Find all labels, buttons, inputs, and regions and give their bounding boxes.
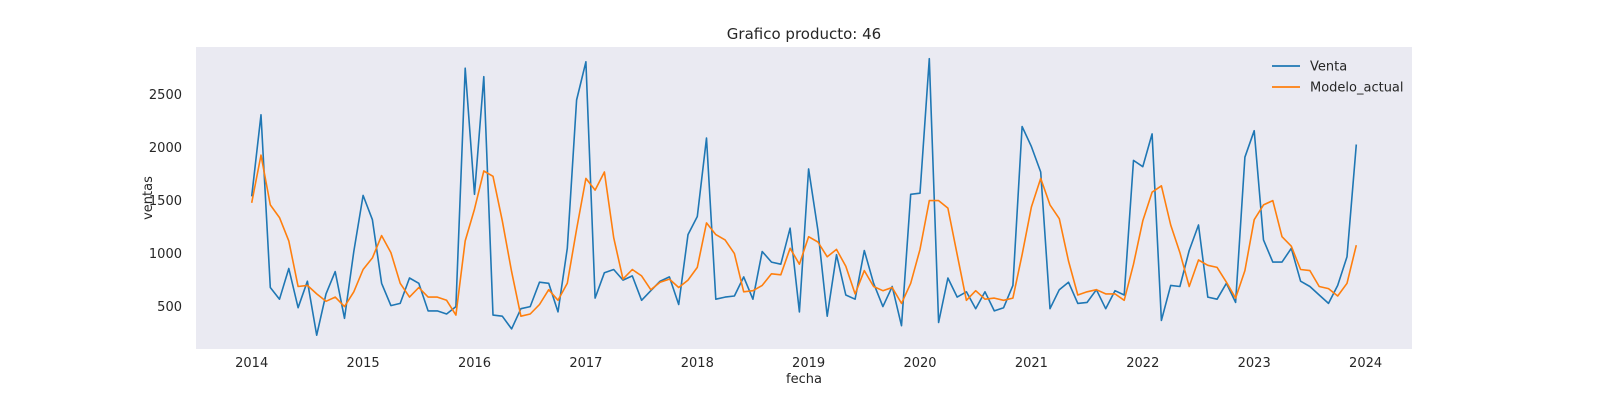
legend: Venta Modelo_actual	[1272, 60, 1404, 96]
plot-area	[196, 47, 1412, 349]
y-axis-label: ventas	[141, 176, 156, 220]
x-tick-label: 2019	[792, 356, 825, 371]
x-tick-label: 2022	[1126, 356, 1159, 371]
x-tick-label: 2021	[1015, 356, 1048, 371]
legend-label: Modelo_actual	[1310, 81, 1404, 96]
x-tick-label: 2024	[1349, 356, 1382, 371]
series-layer	[250, 57, 1358, 337]
y-tick-label: 2500	[149, 88, 182, 103]
chart-title: Grafico producto: 46	[727, 25, 881, 43]
y-axis-ticks: 500 1000 1500 2000 2500	[149, 88, 182, 315]
y-tick-label: 1500	[149, 194, 182, 209]
x-tick-label: 2018	[681, 356, 714, 371]
x-axis-ticks: 2014 2015 2016 2017 2018 2019 2020 2021 2022 2023…	[235, 356, 1382, 371]
y-tick-label: 2000	[149, 141, 182, 156]
x-tick-label: 2016	[458, 356, 491, 371]
y-tick-label: 500	[157, 300, 182, 315]
series-line-modelo-actual	[250, 154, 1358, 318]
x-tick-label: 2020	[903, 356, 936, 371]
y-tick-label: 1000	[149, 247, 182, 262]
x-tick-label: 2023	[1238, 356, 1271, 371]
series-line-venta	[250, 57, 1358, 337]
x-tick-label: 2014	[235, 356, 268, 371]
legend-label: Venta	[1310, 60, 1347, 75]
x-axis-label: fecha	[786, 372, 822, 387]
x-tick-label: 2017	[569, 356, 602, 371]
x-tick-label: 2015	[347, 356, 380, 371]
